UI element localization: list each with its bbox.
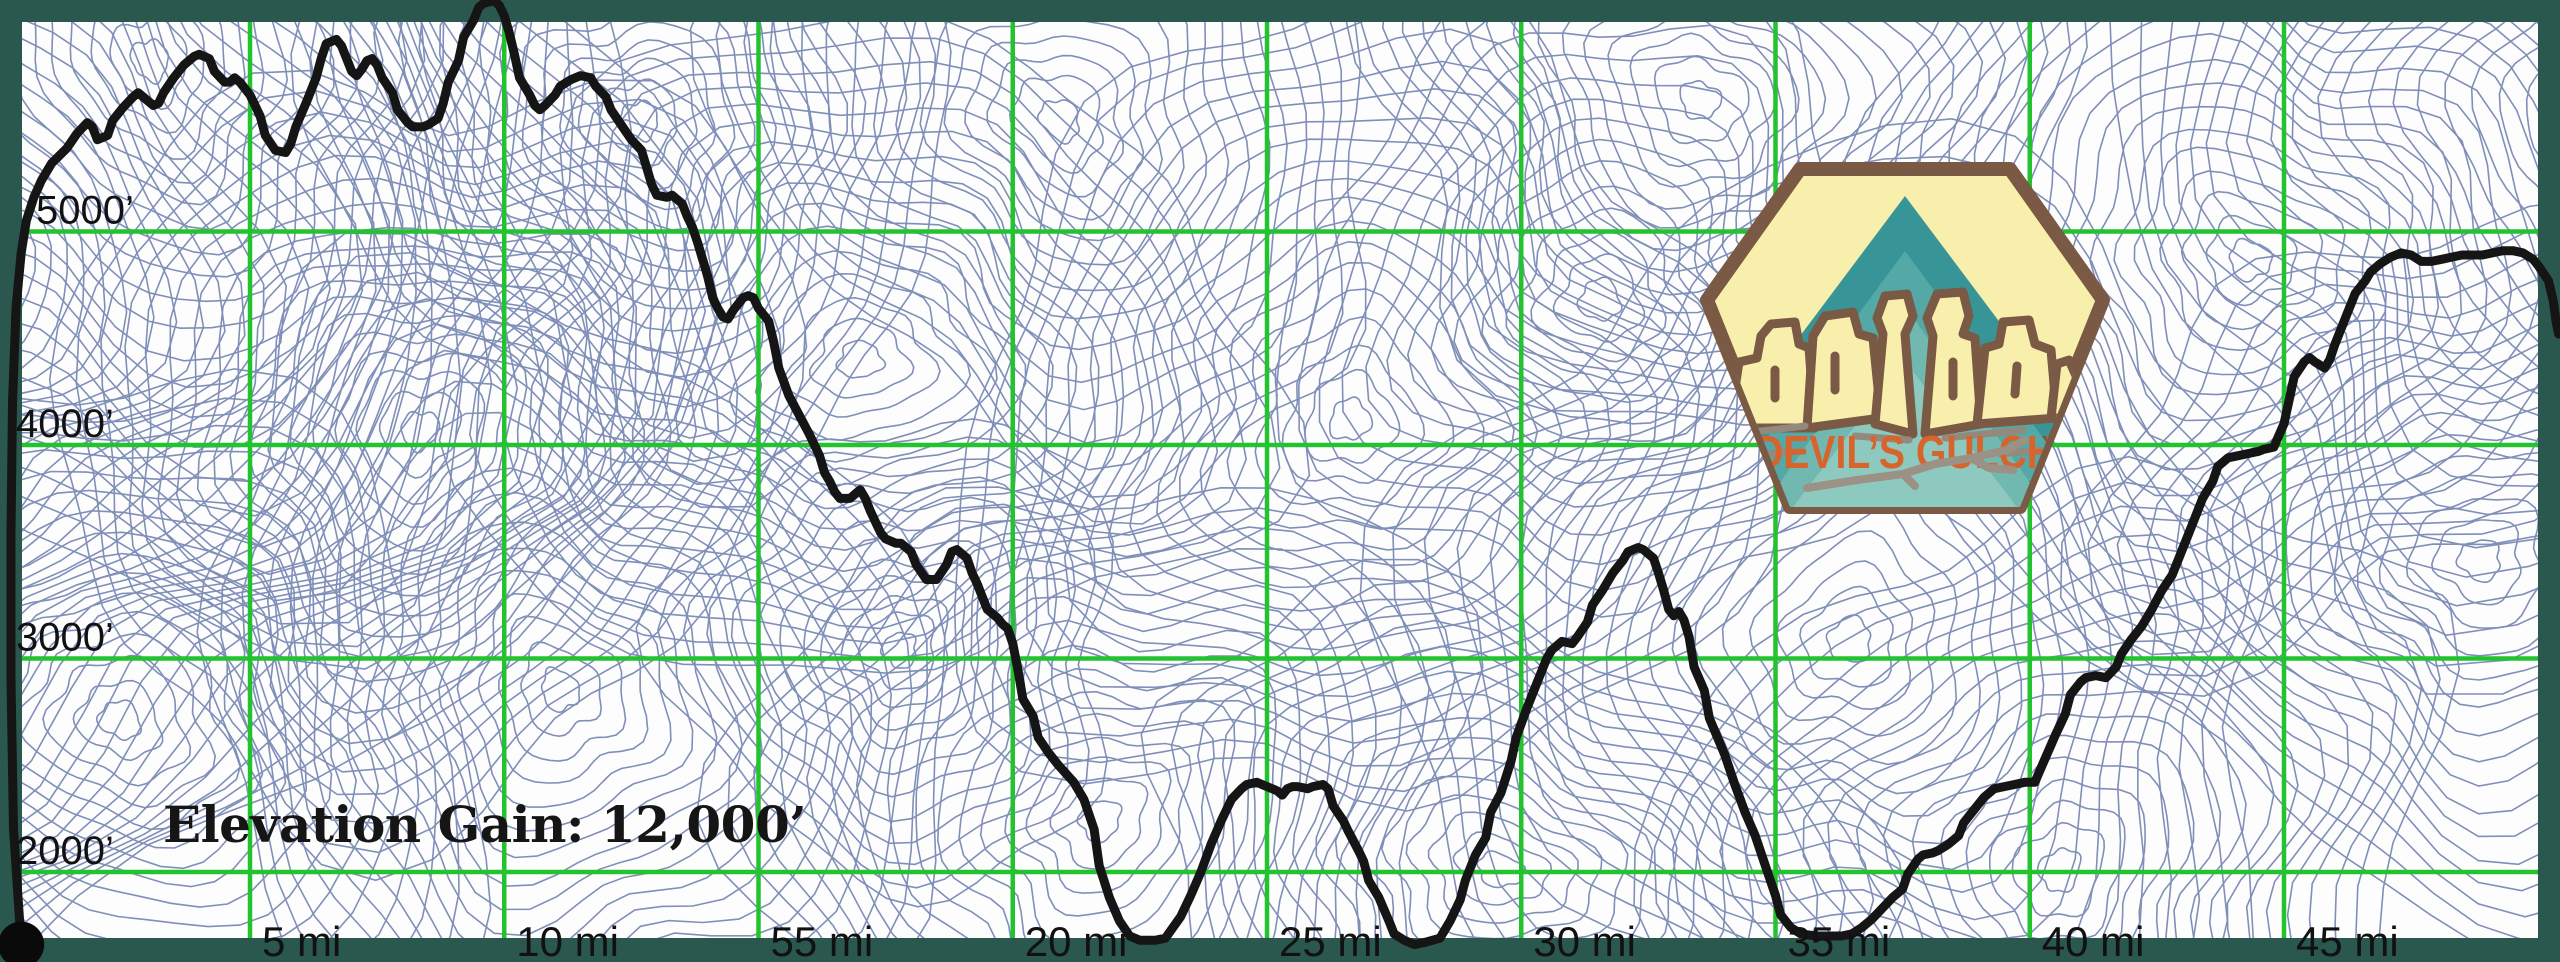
y-axis-label: 5000’ <box>36 189 134 233</box>
x-axis-label: 20 mi <box>1025 918 1128 962</box>
x-axis-label: 5 mi <box>262 918 341 962</box>
elevation-profile-line <box>6 0 2560 950</box>
badge-butte-rocks-icon <box>1724 287 2086 439</box>
x-axis-label: 30 mi <box>1533 918 1636 962</box>
x-axis-label: 45 mi <box>2296 918 2399 962</box>
trail-start-marker <box>0 921 45 962</box>
y-axis-label: 3000’ <box>16 616 114 660</box>
badge-branch-icon <box>1803 436 2029 492</box>
x-axis-label: 55 mi <box>771 918 874 962</box>
x-axis-label: 25 mi <box>1279 918 1382 962</box>
x-axis-label: 10 mi <box>516 918 619 962</box>
elevation-gain-label: Elevation Gain: 12,000’ <box>163 795 807 854</box>
x-axis-label: 35 mi <box>1788 918 1891 962</box>
y-axis-label: 4000’ <box>16 402 114 446</box>
devils-gulch-badge: DEVIL’S GULCH <box>1700 162 2110 514</box>
y-axis-label: 2000’ <box>16 829 114 873</box>
x-axis-label: 40 mi <box>2042 918 2145 962</box>
